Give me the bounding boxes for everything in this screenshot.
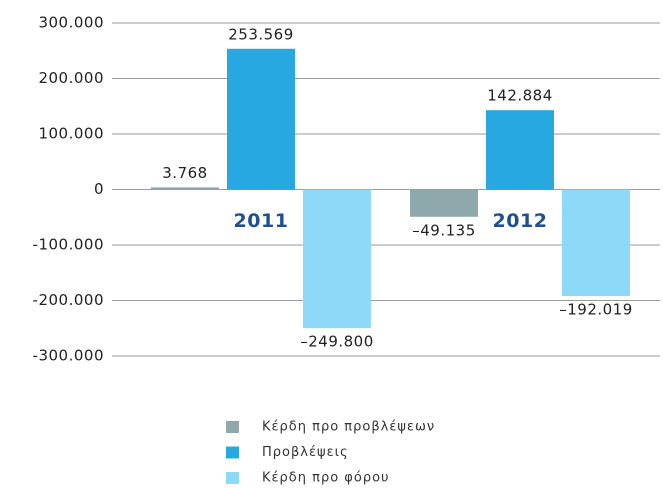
- legend-swatch: [226, 446, 239, 459]
- y-tick-label: -100.000: [33, 236, 104, 254]
- y-tick-label: -200.000: [33, 291, 104, 309]
- bar: [562, 189, 630, 297]
- legend-label: Κέρδη προ προβλέψεων: [262, 420, 435, 435]
- bar: [227, 48, 295, 190]
- data-label: 253.569: [228, 25, 294, 43]
- y-tick-label: -300.000: [33, 347, 104, 365]
- y-tick-label: 200.000: [38, 69, 104, 87]
- y-tick-label: 0: [94, 180, 104, 198]
- data-label: 3.768: [162, 164, 207, 182]
- bar: [410, 189, 478, 217]
- data-label: 142.884: [487, 87, 553, 105]
- y-tick-label: 300.000: [38, 14, 104, 32]
- bar: [151, 187, 219, 190]
- data-label: –249.800: [300, 333, 374, 351]
- data-label: –49.135: [412, 221, 476, 239]
- legend-swatch: [226, 421, 239, 433]
- bar: [486, 110, 554, 190]
- bar: [303, 189, 371, 329]
- category-label: 2012: [493, 210, 548, 232]
- category-label: 2011: [234, 210, 289, 232]
- legend-swatch: [226, 472, 239, 484]
- legend-label: Προβλέψεις: [262, 445, 349, 460]
- data-label: –192.019: [559, 301, 633, 319]
- y-tick-label: 100.000: [38, 125, 104, 143]
- legend-label: Κέρδη προ φόρου: [262, 471, 390, 486]
